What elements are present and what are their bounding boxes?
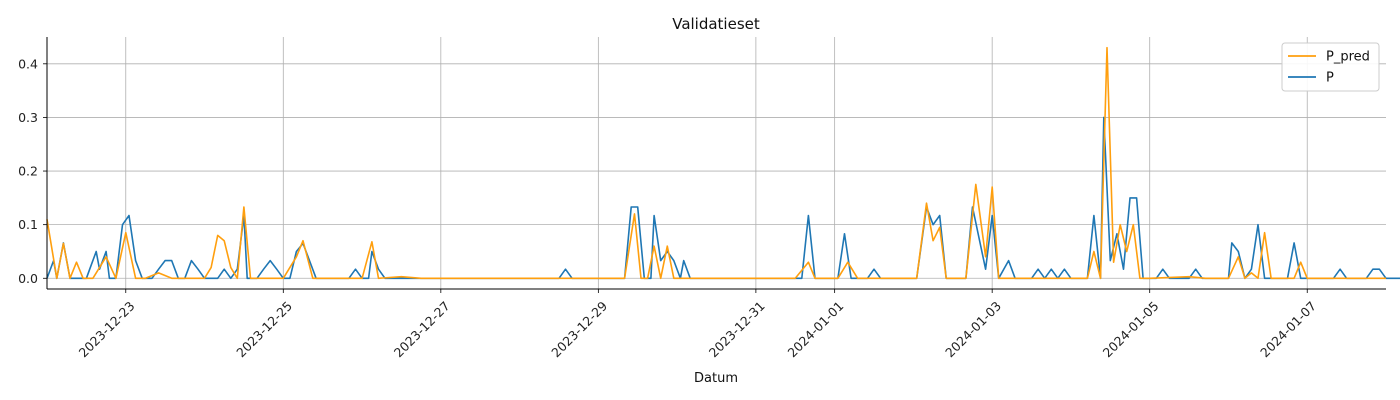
chart-title: Validatieset bbox=[672, 15, 760, 33]
y-tick-label: 0.4 bbox=[18, 56, 38, 71]
x-axis-title: Datum bbox=[694, 371, 738, 386]
legend-label: P_pred bbox=[1326, 50, 1370, 65]
y-tick-label: 0.2 bbox=[18, 164, 38, 179]
y-tick-label: 0.3 bbox=[18, 110, 38, 125]
series-line-p-pred bbox=[46, 46, 1386, 280]
legend-box bbox=[1281, 42, 1380, 92]
series-line-p bbox=[46, 116, 1400, 280]
series-layer bbox=[46, 46, 1400, 280]
legend-label: P bbox=[1326, 71, 1334, 86]
y-tick-label: 0.0 bbox=[18, 271, 38, 286]
axes bbox=[43, 37, 1386, 293]
y-tick-label: 0.1 bbox=[18, 217, 38, 232]
legend: P_pred P bbox=[1281, 42, 1380, 92]
